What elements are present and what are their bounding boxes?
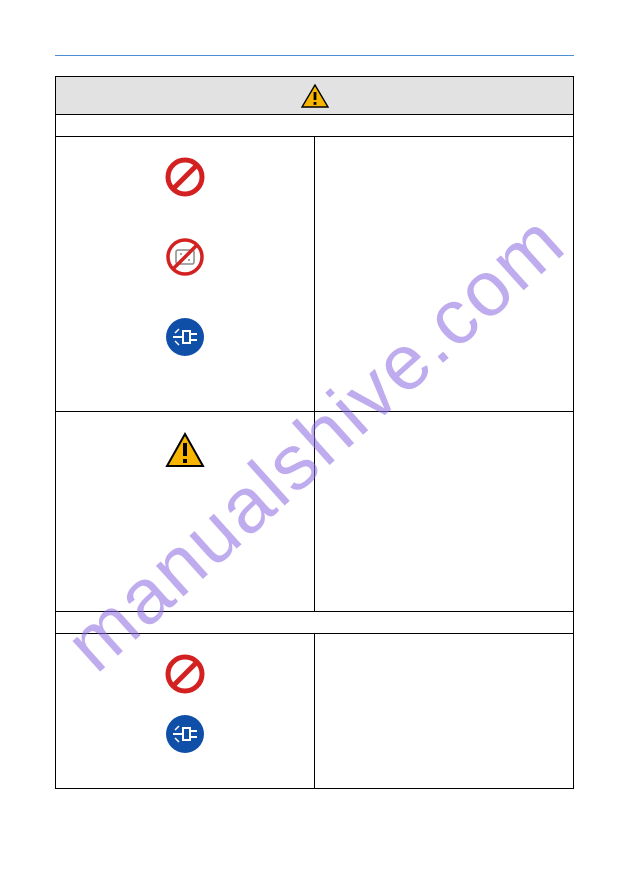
- caution-header: [56, 77, 574, 115]
- page: manualshive.com: [0, 0, 629, 893]
- icon-cell-1: [56, 137, 315, 412]
- warning-triangle-icon: [301, 84, 329, 108]
- safety-table: [55, 76, 574, 789]
- prohibition-icon: [165, 157, 205, 197]
- icon-cell-2: [56, 412, 315, 612]
- text-cell-1: [315, 137, 574, 412]
- top-rule: [55, 55, 574, 56]
- text-cell-3: [315, 634, 574, 789]
- text-cell-2: [315, 412, 574, 612]
- icon-stack-1: [56, 137, 314, 377]
- icon-stack-3: [56, 634, 314, 774]
- unplug-icon: [165, 317, 205, 357]
- icon-stack-2: [56, 412, 314, 488]
- section-label-2: [56, 612, 574, 634]
- warning-triangle-icon: [165, 432, 205, 468]
- icon-cell-3: [56, 634, 315, 789]
- no-disassemble-icon: [165, 237, 205, 277]
- section-label-1: [56, 115, 574, 137]
- unplug-icon: [165, 714, 205, 754]
- prohibition-icon: [165, 654, 205, 694]
